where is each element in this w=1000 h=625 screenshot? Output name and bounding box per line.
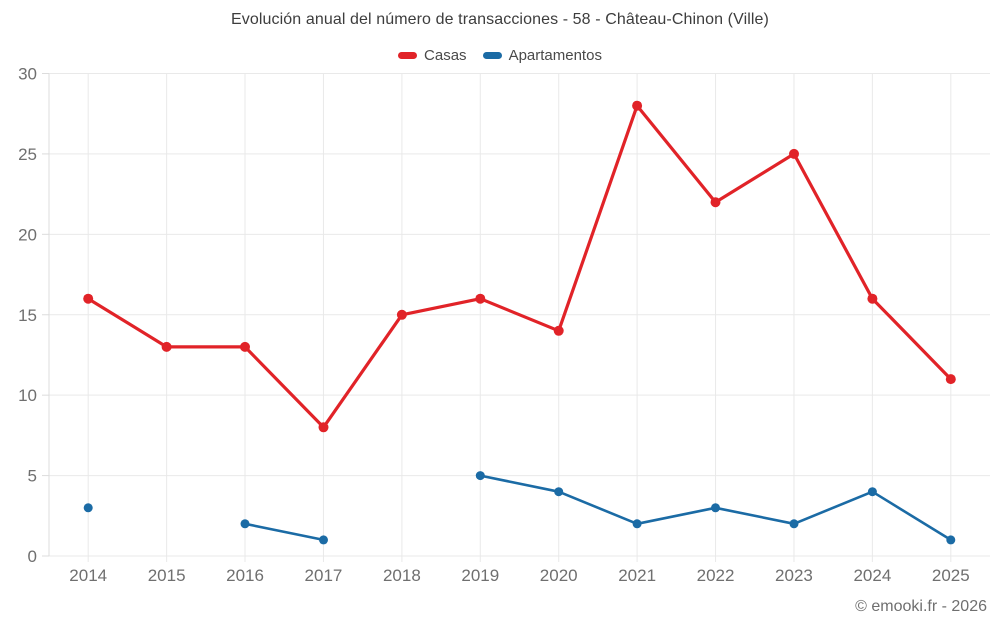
credit-link[interactable]: © emooki.fr - 2026	[855, 598, 987, 615]
svg-text:5: 5	[28, 467, 37, 486]
svg-text:15: 15	[18, 306, 37, 325]
chart-legend: Casas Apartamentos	[0, 47, 1000, 64]
svg-text:2017: 2017	[305, 566, 343, 585]
svg-text:2023: 2023	[775, 566, 813, 585]
legend-label-casas: Casas	[424, 47, 467, 64]
chart-title: Evolución anual del número de transaccio…	[231, 11, 769, 28]
svg-text:2025: 2025	[932, 566, 970, 585]
svg-text:2016: 2016	[226, 566, 264, 585]
svg-text:0: 0	[28, 547, 37, 566]
svg-text:2024: 2024	[853, 566, 891, 585]
svg-text:2014: 2014	[69, 566, 107, 585]
svg-text:10: 10	[18, 386, 37, 405]
svg-text:2022: 2022	[697, 566, 735, 585]
svg-text:2020: 2020	[540, 566, 578, 585]
svg-text:30: 30	[18, 65, 37, 84]
svg-text:25: 25	[18, 145, 37, 164]
legend-item-casas[interactable]: Casas	[398, 47, 467, 64]
legend-swatch-apartamentos	[482, 52, 502, 59]
svg-text:2021: 2021	[618, 566, 656, 585]
legend-swatch-casas	[398, 52, 418, 59]
svg-text:2019: 2019	[461, 566, 499, 585]
legend-item-apartamentos[interactable]: Apartamentos	[482, 47, 602, 64]
legend-label-apartamentos: Apartamentos	[508, 47, 602, 64]
svg-text:20: 20	[18, 225, 37, 244]
svg-text:2015: 2015	[148, 566, 186, 585]
svg-text:2018: 2018	[383, 566, 421, 585]
